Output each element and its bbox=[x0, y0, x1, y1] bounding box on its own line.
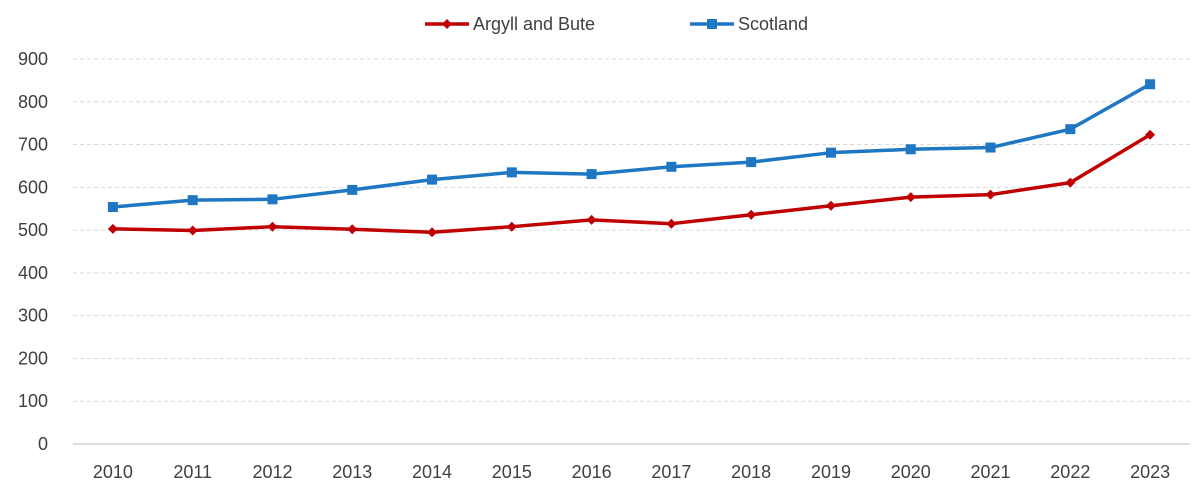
x-tick-label: 2022 bbox=[1050, 462, 1090, 482]
data-point-scotland bbox=[347, 184, 358, 195]
data-point-scotland bbox=[746, 157, 757, 168]
data-point-argyll-and-bute bbox=[506, 221, 517, 232]
x-tick-label: 2013 bbox=[332, 462, 372, 482]
y-tick-label: 500 bbox=[18, 220, 48, 240]
data-point-scotland bbox=[267, 194, 278, 205]
x-tick-label: 2010 bbox=[93, 462, 133, 482]
data-point-scotland bbox=[1065, 124, 1076, 135]
x-tick-label: 2021 bbox=[971, 462, 1011, 482]
data-point-argyll-and-bute bbox=[187, 225, 198, 236]
x-axis: 2010 2011 2012 2013 2014 2015 2016 2017 2018 2019… bbox=[73, 443, 1190, 482]
data-point-scotland bbox=[506, 167, 517, 178]
y-axis: 0 100 200 300 400 500 600 700 800 900 bbox=[18, 49, 48, 454]
data-point-scotland bbox=[985, 142, 996, 153]
x-tick-label: 2011 bbox=[173, 462, 212, 482]
legend-item-argyll-and-bute: Argyll and Bute bbox=[425, 14, 595, 34]
x-tick-label: 2020 bbox=[891, 462, 931, 482]
series-lines bbox=[107, 79, 1156, 238]
data-point-scotland bbox=[905, 144, 916, 155]
series-scotland bbox=[107, 79, 1156, 213]
legend-label: Argyll and Bute bbox=[473, 14, 595, 34]
data-point-argyll-and-bute bbox=[586, 214, 597, 225]
data-point-argyll-and-bute bbox=[905, 192, 916, 203]
data-point-scotland bbox=[586, 169, 597, 180]
series-argyll-and-bute bbox=[107, 129, 1156, 238]
data-point-argyll-and-bute bbox=[427, 227, 438, 238]
data-point-scotland bbox=[666, 161, 677, 172]
legend: Argyll and Bute Scotland bbox=[425, 14, 808, 34]
y-tick-label: 300 bbox=[18, 306, 48, 326]
data-point-argyll-and-bute bbox=[985, 189, 996, 200]
legend-marker bbox=[707, 19, 717, 29]
y-tick-label: 900 bbox=[18, 49, 48, 69]
series-line-argyll-and-bute bbox=[112, 133, 1152, 234]
data-point-scotland bbox=[825, 147, 836, 158]
x-tick-label: 2012 bbox=[252, 462, 292, 482]
data-point-scotland bbox=[187, 195, 198, 206]
legend-marker bbox=[442, 19, 452, 29]
data-point-argyll-and-bute bbox=[746, 209, 757, 220]
y-tick-label: 100 bbox=[18, 391, 48, 411]
x-tick-label: 2023 bbox=[1130, 462, 1170, 482]
x-tick-label: 2018 bbox=[731, 462, 771, 482]
data-point-argyll-and-bute bbox=[1065, 177, 1076, 188]
x-tick-label: 2016 bbox=[572, 462, 612, 482]
legend-label: Scotland bbox=[738, 14, 808, 34]
data-point-argyll-and-bute bbox=[267, 221, 278, 232]
data-point-argyll-and-bute bbox=[107, 223, 118, 234]
x-tick-label: 2014 bbox=[412, 462, 452, 482]
y-tick-label: 400 bbox=[18, 263, 48, 283]
y-tick-label: 700 bbox=[18, 135, 48, 155]
data-point-argyll-and-bute bbox=[347, 224, 358, 235]
data-point-scotland bbox=[427, 174, 438, 185]
data-point-scotland bbox=[107, 202, 118, 213]
data-point-argyll-and-bute bbox=[666, 218, 677, 229]
data-point-scotland bbox=[1145, 79, 1156, 90]
y-tick-label: 600 bbox=[18, 177, 48, 197]
legend-item-scotland: Scotland bbox=[690, 14, 808, 34]
x-tick-label: 2015 bbox=[492, 462, 532, 482]
x-tick-label: 2019 bbox=[811, 462, 851, 482]
y-tick-label: 800 bbox=[18, 92, 48, 112]
gridlines bbox=[73, 58, 1190, 402]
x-tick-label: 2017 bbox=[651, 462, 691, 482]
y-tick-label: 200 bbox=[18, 348, 48, 368]
series-line-scotland bbox=[112, 82, 1151, 209]
data-point-argyll-and-bute bbox=[825, 200, 836, 211]
y-tick-label: 0 bbox=[38, 434, 48, 454]
data-point-argyll-and-bute bbox=[1145, 129, 1156, 140]
